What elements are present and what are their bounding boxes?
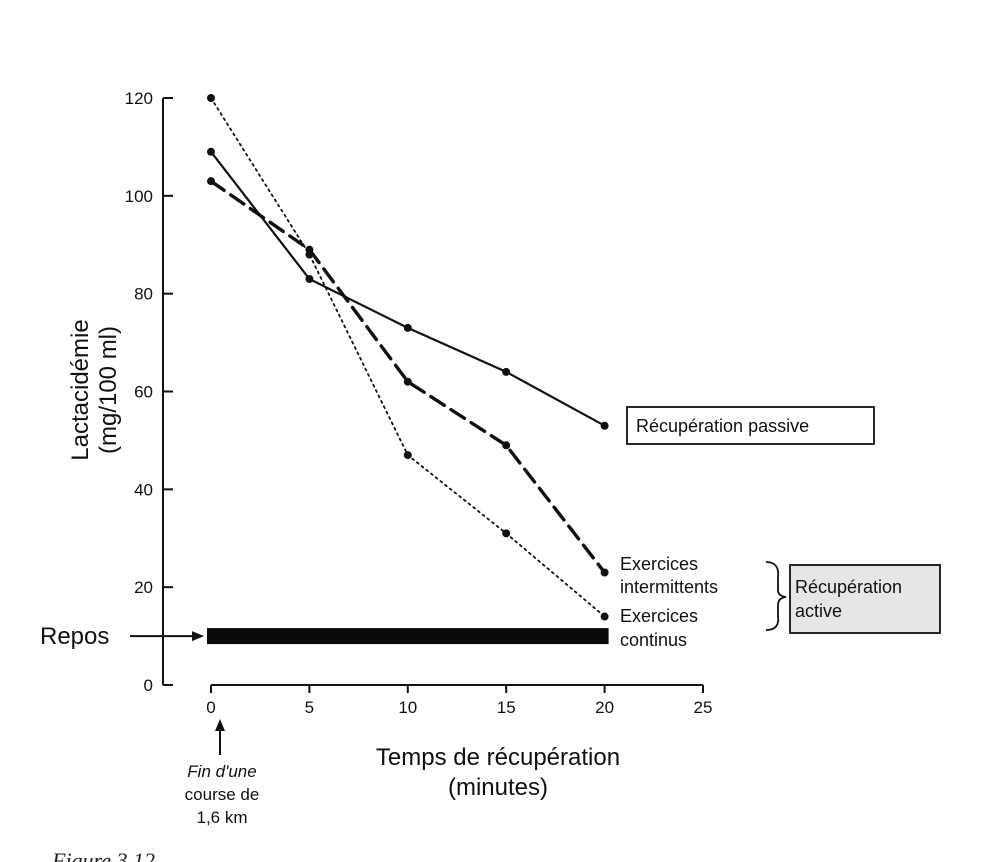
data-point <box>600 612 609 621</box>
y-tick-label: 20 <box>134 578 153 597</box>
rest-arrow-head <box>192 631 204 642</box>
rest-bar <box>207 628 609 645</box>
data-point <box>600 421 609 430</box>
y-tick-label: 80 <box>134 285 153 304</box>
passive-box-label: Récupération passive <box>636 416 809 436</box>
active-box-line2: active <box>795 601 842 621</box>
annotations-layer: Repos Récupération passive Exercices interm… <box>40 406 941 862</box>
axes: Lactacidémie (mg/100 ml) Temps de récupéra… <box>67 98 703 801</box>
x-axis-unit: (minutes) <box>448 774 548 801</box>
x-tick-label: 5 <box>305 698 314 717</box>
figure-caption: Figure 3.12 <box>51 848 155 862</box>
rest-label: Repos <box>40 623 109 650</box>
data-point <box>207 177 215 186</box>
start-note-line1: Fin d'une <box>187 762 256 781</box>
series-line-dashed <box>209 179 607 575</box>
intermittent-label-line2: intermittents <box>620 577 718 597</box>
x-axis-title: Temps de récupération <box>376 744 620 771</box>
y-axis-title: Lactacidémie <box>67 319 94 460</box>
x-tick-label: 25 <box>694 698 713 717</box>
data-point <box>403 323 412 332</box>
data-point <box>403 451 412 460</box>
x-tick-label: 10 <box>398 698 417 717</box>
data-point <box>502 441 511 450</box>
passive-box <box>626 406 875 445</box>
data-point <box>403 377 412 386</box>
y-tick-label: 120 <box>125 89 153 108</box>
x-tick-label: 20 <box>595 698 614 717</box>
start-note-line3: 1,6 km <box>196 808 247 827</box>
data-point <box>502 367 511 376</box>
active-box <box>789 564 941 634</box>
y-tick-label: 100 <box>125 187 153 206</box>
x-tick-label: 0 <box>206 698 215 717</box>
intermittent-label-line1: Exercices <box>620 554 698 574</box>
start-note-line2: course de <box>185 785 260 804</box>
y-axis-unit: (mg/100 ml) <box>95 326 122 454</box>
data-point <box>207 94 215 102</box>
data-point <box>502 529 511 538</box>
data-point <box>207 147 215 156</box>
brace <box>765 561 787 631</box>
series-layer <box>207 94 609 621</box>
data-point <box>305 250 314 259</box>
continuous-label-line2: continus <box>620 630 687 650</box>
data-point <box>305 274 314 283</box>
y-tick-label: 0 <box>144 676 153 695</box>
x-tick-label: 15 <box>497 698 516 717</box>
y-tick-label: 60 <box>134 383 153 402</box>
ticks: 0 20 40 60 80 100 120 0 5 10 15 20 25 <box>125 89 713 717</box>
active-box-line1: Récupération <box>795 577 902 597</box>
data-point <box>600 568 609 577</box>
series-line-dotted <box>210 97 606 618</box>
y-tick-label: 40 <box>134 480 153 499</box>
continuous-label-line1: Exercices <box>620 606 698 626</box>
start-arrow-head <box>215 719 225 731</box>
